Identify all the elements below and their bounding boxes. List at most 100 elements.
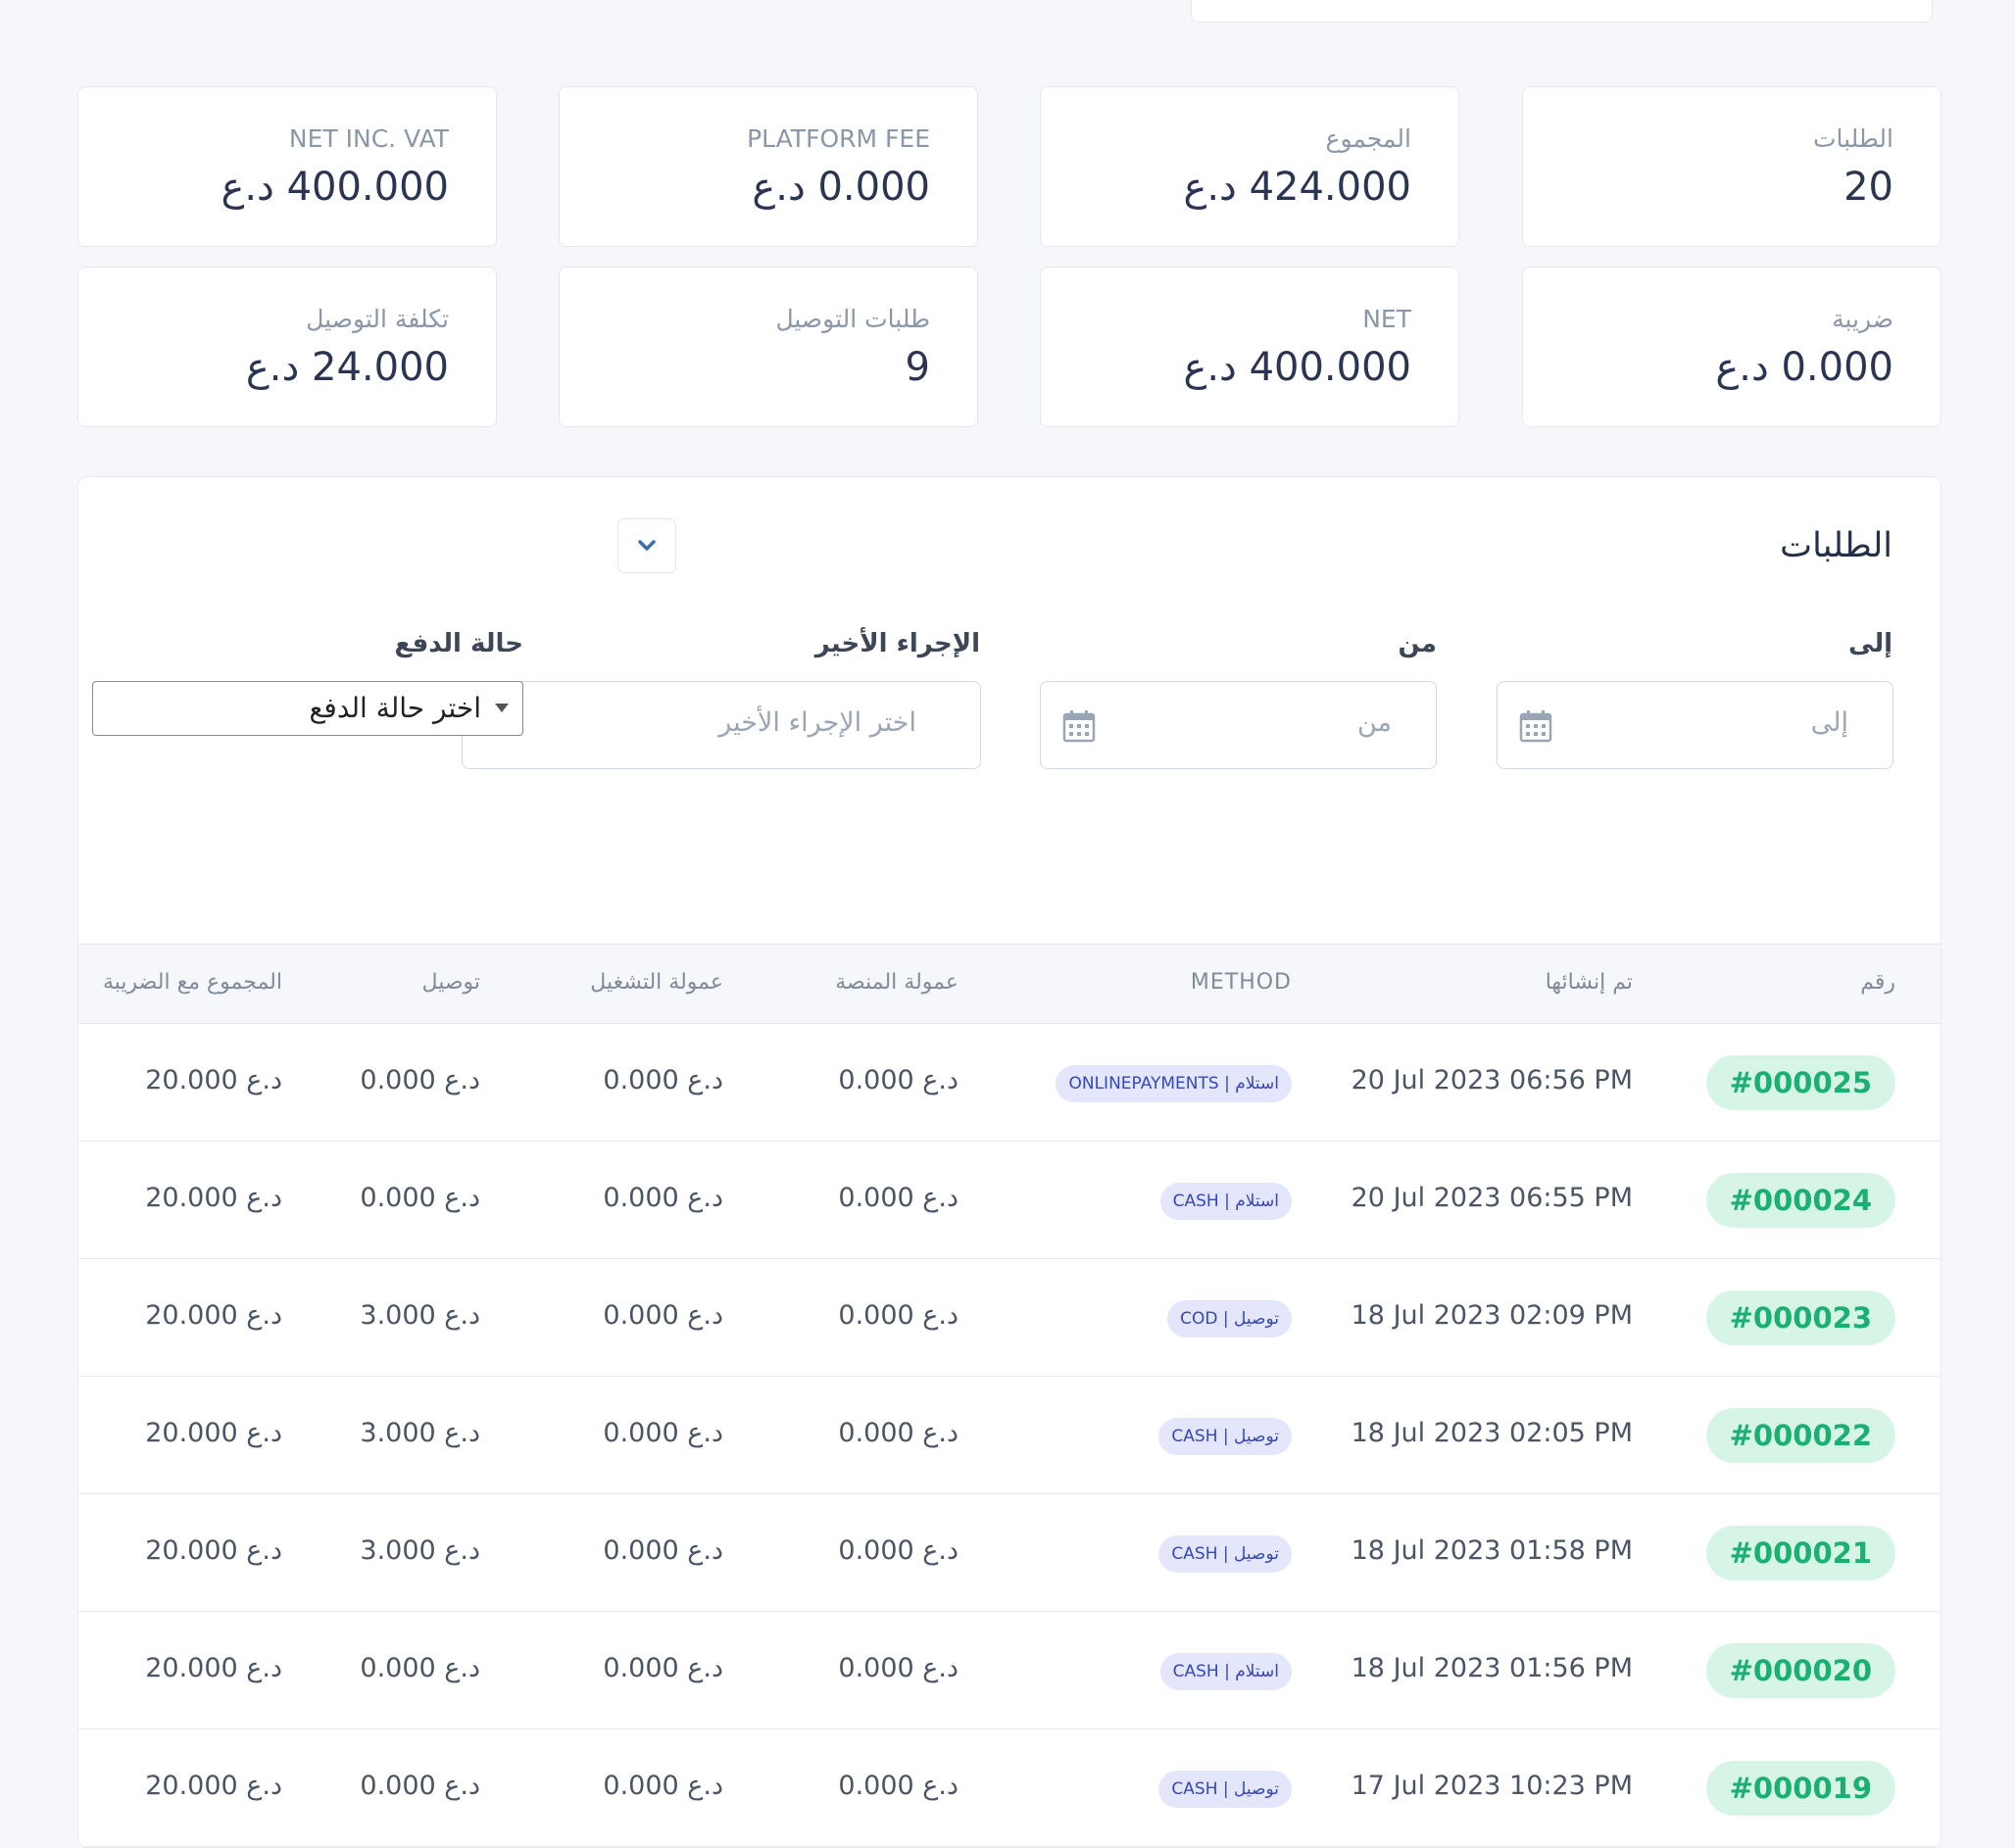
platform-commission-cell: 0.000 د.ع <box>838 1418 958 1448</box>
stat-value: 20 <box>1843 165 1893 210</box>
order-number-badge[interactable]: #000023 <box>1705 1290 1895 1345</box>
stat-value: 0.000 د.ع <box>752 165 930 210</box>
from-label: من <box>1398 629 1438 658</box>
created-cell: 20 Jul 2023 06:56 PM <box>1351 1065 1633 1095</box>
last-action-placeholder: اختر الإجراء الأخير <box>718 707 916 738</box>
stat-delivery-cost: تكلفة التوصيل 24.000 د.ع <box>77 267 497 427</box>
col-created: تم إنشائها <box>1545 970 1633 995</box>
table-row[interactable]: #000019 17 Jul 2023 10:23 PM توصيل | CASH 0… <box>78 1729 1941 1847</box>
table-row[interactable]: #000020 18 Jul 2023 01:56 PM استلام | CASH… <box>78 1612 1941 1729</box>
platform-commission-cell: 0.000 د.ع <box>838 1653 958 1683</box>
platform-commission-cell: 0.000 د.ع <box>838 1183 958 1213</box>
method-badge: توصيل | COD <box>1167 1300 1292 1337</box>
method-badge: توصيل | CASH <box>1158 1418 1292 1455</box>
created-cell: 18 Jul 2023 02:05 PM <box>1351 1418 1633 1448</box>
stat-value: 400.000 د.ع <box>221 165 449 210</box>
col-number: رقم <box>1860 970 1895 995</box>
stat-orders: الطلبات 20 <box>1522 86 1941 247</box>
stat-label: NET INC. VAT <box>288 124 449 153</box>
collapse-button[interactable] <box>617 518 676 573</box>
stat-label: PLATFORM FEE <box>747 124 930 153</box>
method-badge: توصيل | CASH <box>1158 1535 1292 1573</box>
stat-platform-fee: PLATFORM FEE 0.000 د.ع <box>559 86 978 247</box>
stat-label: NET <box>1362 305 1411 333</box>
total-cell: 20.000 د.ع <box>145 1771 282 1801</box>
order-number-badge[interactable]: #000024 <box>1705 1173 1895 1228</box>
payment-status-value: اختر حالة الدفع <box>309 692 481 724</box>
stat-value: 0.000 د.ع <box>1715 345 1893 390</box>
order-number-badge[interactable]: #000021 <box>1705 1526 1895 1581</box>
method-badge: توصيل | CASH <box>1158 1771 1292 1808</box>
stat-delivery-orders: طلبات التوصيل 9 <box>559 267 978 427</box>
table-row[interactable]: #000021 18 Jul 2023 01:58 PM توصيل | CASH 0… <box>78 1494 1941 1612</box>
delivery-cell: 3.000 د.ع <box>360 1300 480 1331</box>
created-cell: 20 Jul 2023 06:55 PM <box>1351 1183 1633 1213</box>
stat-net: NET 400.000 د.ع <box>1040 267 1459 427</box>
total-cell: 20.000 د.ع <box>145 1653 282 1683</box>
operation-commission-cell: 0.000 د.ع <box>603 1535 723 1566</box>
operation-commission-cell: 0.000 د.ع <box>603 1771 723 1801</box>
col-total-with-tax: المجموع مع الضريبة <box>102 970 282 995</box>
stat-label: ضريبة <box>1832 305 1893 333</box>
table-row[interactable]: #000025 20 Jul 2023 06:56 PM استلام | ONLI… <box>78 1024 1941 1142</box>
order-number-badge[interactable]: #000025 <box>1705 1055 1895 1110</box>
table-header: رقم تم إنشائها METHOD عمولة المنصة عمولة… <box>78 944 1941 1024</box>
order-number-badge[interactable]: #000019 <box>1705 1761 1895 1816</box>
to-label: إلى <box>1848 629 1892 658</box>
stat-net-inc-vat: NET INC. VAT 400.000 د.ع <box>77 86 497 247</box>
order-number-badge[interactable]: #000022 <box>1705 1408 1895 1463</box>
created-cell: 18 Jul 2023 01:58 PM <box>1351 1535 1633 1566</box>
platform-commission-cell: 0.000 د.ع <box>838 1535 958 1566</box>
operation-commission-cell: 0.000 د.ع <box>603 1300 723 1331</box>
last-action-label: الإجراء الأخير <box>814 629 980 658</box>
operation-commission-cell: 0.000 د.ع <box>603 1065 723 1095</box>
panel-title: الطلبات <box>1780 526 1892 565</box>
from-date-input[interactable]: من <box>1040 681 1437 769</box>
top-card <box>1191 0 1933 23</box>
platform-commission-cell: 0.000 د.ع <box>838 1771 958 1801</box>
platform-commission-cell: 0.000 د.ع <box>838 1065 958 1095</box>
col-delivery: توصيل <box>421 970 480 995</box>
delivery-cell: 3.000 د.ع <box>360 1535 480 1566</box>
stat-value: 24.000 د.ع <box>245 345 449 390</box>
method-badge: استلام | CASH <box>1159 1653 1292 1690</box>
payment-status-label: حالة الدفع <box>394 629 523 658</box>
col-platform-commission: عمولة المنصة <box>835 970 958 995</box>
created-cell: 18 Jul 2023 01:56 PM <box>1351 1653 1633 1683</box>
last-action-select[interactable]: اختر الإجراء الأخير <box>462 681 981 769</box>
operation-commission-cell: 0.000 د.ع <box>603 1653 723 1683</box>
table-row[interactable]: #000022 18 Jul 2023 02:05 PM توصيل | CASH 0… <box>78 1377 1941 1494</box>
stat-label: الطلبات <box>1812 124 1893 153</box>
created-cell: 17 Jul 2023 10:23 PM <box>1351 1771 1633 1801</box>
delivery-cell: 0.000 د.ع <box>360 1653 480 1683</box>
delivery-cell: 0.000 د.ع <box>360 1183 480 1213</box>
total-cell: 20.000 د.ع <box>145 1065 282 1095</box>
delivery-cell: 3.000 د.ع <box>360 1418 480 1448</box>
delivery-cell: 0.000 د.ع <box>360 1771 480 1801</box>
total-cell: 20.000 د.ع <box>145 1535 282 1566</box>
stat-value: 424.000 د.ع <box>1183 165 1411 210</box>
delivery-cell: 0.000 د.ع <box>360 1065 480 1095</box>
payment-status-select[interactable]: اختر حالة الدفع <box>92 681 523 736</box>
order-number-badge[interactable]: #000020 <box>1705 1643 1895 1698</box>
caret-down-icon <box>495 704 509 712</box>
total-cell: 20.000 د.ع <box>145 1300 282 1331</box>
chevron-down-icon <box>638 540 656 551</box>
stat-label: المجموع <box>1325 124 1411 153</box>
operation-commission-cell: 0.000 د.ع <box>603 1183 723 1213</box>
stat-tax: ضريبة 0.000 د.ع <box>1522 267 1941 427</box>
col-operation-commission: عمولة التشغيل <box>590 970 723 995</box>
calendar-icon <box>1062 710 1096 743</box>
method-badge: استلام | ONLINEPAYMENTS <box>1056 1065 1292 1102</box>
col-method: METHOD <box>1190 970 1292 995</box>
stat-label: تكلفة التوصيل <box>306 305 449 333</box>
to-placeholder: إلى <box>1810 707 1848 738</box>
stat-label: طلبات التوصيل <box>775 305 930 333</box>
to-date-input[interactable]: إلى <box>1497 681 1893 769</box>
total-cell: 20.000 د.ع <box>145 1183 282 1213</box>
table-row[interactable]: #000024 20 Jul 2023 06:55 PM استلام | CASH… <box>78 1142 1941 1259</box>
platform-commission-cell: 0.000 د.ع <box>838 1300 958 1331</box>
table-row[interactable]: #000023 18 Jul 2023 02:09 PM توصيل | COD 0.… <box>78 1259 1941 1377</box>
stat-total: المجموع 424.000 د.ع <box>1040 86 1459 247</box>
calendar-icon <box>1519 710 1552 743</box>
